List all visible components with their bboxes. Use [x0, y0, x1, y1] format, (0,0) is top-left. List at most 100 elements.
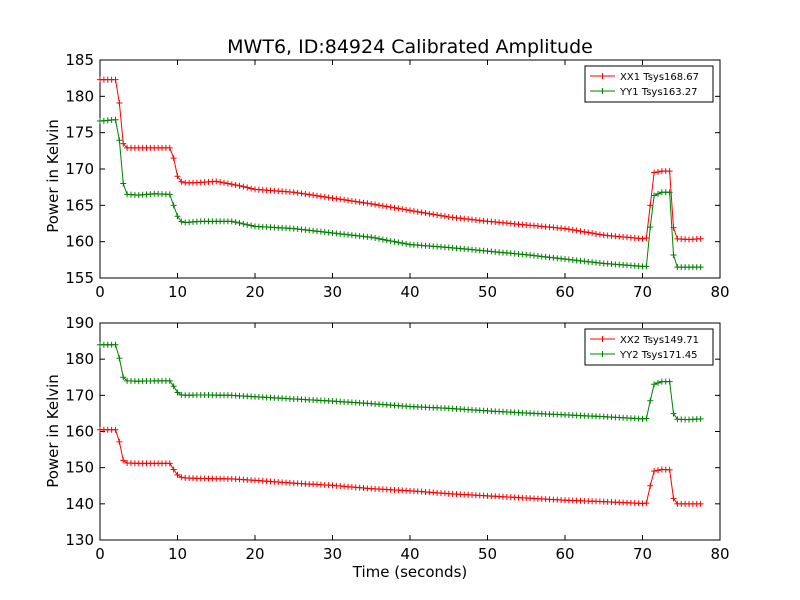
- data-point-marker: [655, 168, 661, 175]
- bottom-x-tick-label: 40: [400, 545, 419, 563]
- data-point-marker: [298, 190, 305, 197]
- data-point-marker: [391, 204, 398, 211]
- data-point-marker: [325, 194, 332, 201]
- data-point-marker: [569, 226, 576, 233]
- data-point-marker: [376, 202, 382, 209]
- data-point-marker: [112, 426, 119, 433]
- data-point-marker: [302, 190, 309, 197]
- data-point-marker: [399, 240, 406, 247]
- data-point-marker: [697, 264, 704, 271]
- data-point-marker: [565, 226, 572, 233]
- data-point-marker: [228, 218, 235, 225]
- data-point-marker: [647, 202, 654, 209]
- bottom-y-tick-label: 160: [65, 423, 94, 441]
- data-point-marker: [379, 236, 386, 243]
- data-point-marker: [244, 184, 251, 191]
- data-point-marker: [116, 137, 123, 144]
- top-series-markers-1: [97, 76, 704, 243]
- data-point-marker: [178, 474, 185, 481]
- data-point-marker: [170, 155, 177, 162]
- data-point-marker: [670, 495, 677, 502]
- bottom-y-tick-label: 190: [65, 314, 94, 332]
- data-point-marker: [430, 211, 437, 218]
- top-legend-marker-2: [599, 88, 606, 94]
- data-point-marker: [666, 189, 673, 196]
- data-point-marker: [666, 466, 673, 473]
- data-point-marker: [174, 173, 181, 180]
- data-point-marker: [120, 374, 127, 381]
- top-x-tick-label: 50: [478, 283, 497, 301]
- data-point-marker: [581, 228, 588, 235]
- data-point-marker: [248, 185, 255, 192]
- data-point-marker: [329, 195, 336, 202]
- data-point-marker: [240, 183, 247, 190]
- data-point-marker: [348, 197, 355, 204]
- data-point-marker: [573, 227, 580, 234]
- data-point-marker: [372, 201, 379, 208]
- data-point-marker: [651, 192, 658, 199]
- bottom-x-tick-label: 50: [478, 545, 497, 563]
- data-point-marker: [387, 237, 394, 244]
- data-point-marker: [651, 468, 658, 475]
- data-point-marker: [224, 180, 231, 187]
- data-point-marker: [383, 237, 390, 244]
- data-point-marker: [166, 144, 173, 151]
- data-point-marker: [217, 179, 224, 186]
- data-point-marker: [395, 205, 402, 212]
- data-point-marker: [116, 100, 123, 107]
- bottom-panel: 0 10 20 30 40 50 60 70 80 130 140 150 160 170 180 190 XX…: [65, 314, 729, 563]
- data-point-marker: [391, 238, 398, 245]
- x-axis-label: Time (seconds): [352, 563, 468, 581]
- top-series-markers-2: [97, 116, 704, 271]
- data-point-marker: [341, 196, 348, 203]
- top-legend-marker-1: [599, 73, 606, 79]
- bottom-legend-box: [584, 328, 714, 366]
- top-y-tick-label: 155: [65, 269, 94, 287]
- top-x-tick-label: 10: [168, 283, 187, 301]
- data-point-marker: [174, 213, 181, 220]
- data-point-marker: [418, 209, 425, 216]
- bottom-legend-label-1: XX2 Tsys149.71: [620, 335, 699, 346]
- bottom-legend-marker-1: [599, 336, 606, 342]
- top-y-axis-label: Power in Kelvin: [44, 119, 62, 233]
- data-point-marker: [407, 207, 413, 214]
- data-point-marker: [290, 189, 297, 196]
- data-point-marker: [236, 220, 243, 227]
- top-y-tick-label: 175: [65, 124, 94, 142]
- bottom-x-tick-label: 0: [95, 545, 105, 563]
- bottom-x-tick-label: 80: [710, 545, 729, 563]
- top-legend-box: [584, 65, 714, 103]
- bottom-legend-label-2: YY2 Tsys171.45: [619, 350, 698, 361]
- data-point-marker: [228, 181, 235, 188]
- data-point-marker: [120, 140, 127, 147]
- data-point-marker: [232, 181, 239, 188]
- bottom-x-tick-label: 10: [168, 545, 187, 563]
- data-point-marker: [112, 341, 119, 348]
- data-point-marker: [651, 169, 658, 176]
- data-point-marker: [376, 235, 382, 242]
- data-point-marker: [410, 208, 417, 215]
- top-y-tick-label: 160: [65, 233, 94, 251]
- data-point-marker: [116, 438, 123, 445]
- data-point-marker: [426, 210, 433, 217]
- data-point-marker: [670, 251, 677, 258]
- data-point-marker: [403, 206, 410, 213]
- data-point-marker: [232, 219, 239, 226]
- top-x-tick-label: 20: [245, 283, 264, 301]
- data-point-marker: [387, 204, 394, 211]
- data-point-marker: [248, 222, 255, 229]
- data-point-marker: [589, 230, 596, 237]
- data-point-marker: [422, 210, 429, 217]
- bottom-series-markers-1: [97, 426, 704, 507]
- data-point-marker: [368, 234, 375, 241]
- top-x-tick-label: 40: [400, 283, 419, 301]
- data-point-marker: [670, 410, 677, 417]
- bottom-x-tick-label: 60: [555, 545, 574, 563]
- data-point-marker: [399, 206, 406, 213]
- data-point-marker: [643, 235, 650, 242]
- bottom-y-tick-label: 130: [65, 531, 94, 549]
- data-point-marker: [697, 415, 704, 422]
- bottom-x-tick-label: 30: [323, 545, 342, 563]
- data-point-marker: [372, 235, 379, 242]
